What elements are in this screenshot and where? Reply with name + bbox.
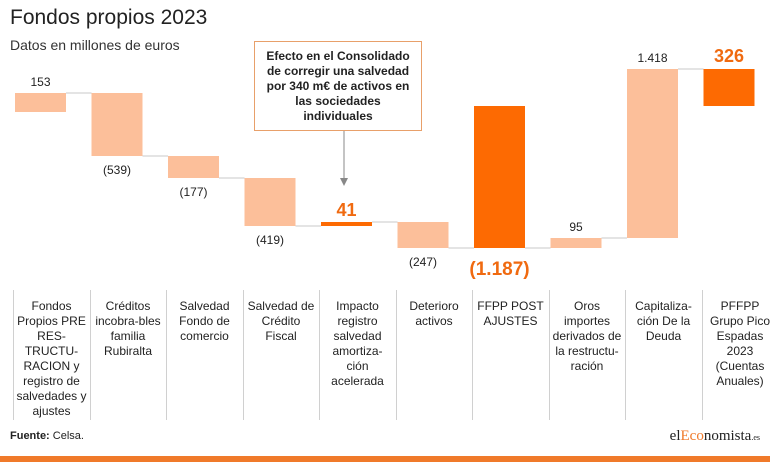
bottom-accent-line <box>0 456 770 462</box>
bar-6 <box>474 106 525 248</box>
waterfall-chart: 153 (539) (177) (419) 41 (247) (1.187) 95 1.418 3… <box>15 46 755 280</box>
data-label-8: 1.418 <box>637 51 667 65</box>
data-label-4: 41 <box>336 200 356 220</box>
category-label-3: Salvedad de Crédito Fiscal <box>242 290 319 420</box>
source-label: Fuente: <box>10 430 50 442</box>
bar-0 <box>15 93 66 112</box>
data-label-2: (177) <box>179 185 207 199</box>
data-label-5: (247) <box>409 255 437 269</box>
category-label-9: PFFPP Grupo Pico Espadas 2023 (Cuentas A… <box>701 290 770 420</box>
chart-title: Fondos propios 2023 <box>10 6 208 29</box>
bar-2 <box>168 156 219 178</box>
bar-7 <box>550 238 602 248</box>
category-label-5: Deterioro activos <box>395 290 472 420</box>
category-label-1: Créditos incobra-bles familia Rubiralta <box>89 290 166 420</box>
chart-subtitle: Datos en millones de euros <box>10 37 180 53</box>
bar-4 <box>321 222 372 226</box>
category-label-4: Impacto registro salvedad amortiza-ción … <box>319 290 395 420</box>
data-label-6: (1.187) <box>469 259 529 280</box>
callout-arrowhead <box>340 178 348 186</box>
data-label-9: 326 <box>714 46 744 66</box>
source-note: Fuente: Celsa. <box>10 430 84 442</box>
category-label-7: Oros importes derivados de la restructu-… <box>548 290 625 420</box>
source-value: Celsa. <box>52 430 84 442</box>
bar-9 <box>703 69 755 106</box>
data-label-7: 95 <box>569 220 583 234</box>
data-label-1: (539) <box>103 163 131 177</box>
bar-3 <box>244 178 296 226</box>
bar-5 <box>397 222 449 248</box>
data-label-3: (419) <box>256 233 284 247</box>
bar-1 <box>91 93 143 156</box>
callout-annotation: Efecto en el Consolidado de corregir una… <box>254 41 422 131</box>
data-label-0: 153 <box>30 75 50 89</box>
category-label-6: FFPP POST AJUSTES <box>472 290 548 420</box>
category-labels: Fondos Propios PRE RES-TRUCTU-RACION y r… <box>13 290 770 420</box>
bar-8 <box>627 69 678 238</box>
eleconomista-logo: elEconomista.es <box>669 428 760 444</box>
category-label-0: Fondos Propios PRE RES-TRUCTU-RACION y r… <box>13 290 89 420</box>
category-label-8: Capitaliza-ción De la Deuda <box>625 290 701 420</box>
category-label-2: Salvedad Fondo de comercio <box>166 290 242 420</box>
